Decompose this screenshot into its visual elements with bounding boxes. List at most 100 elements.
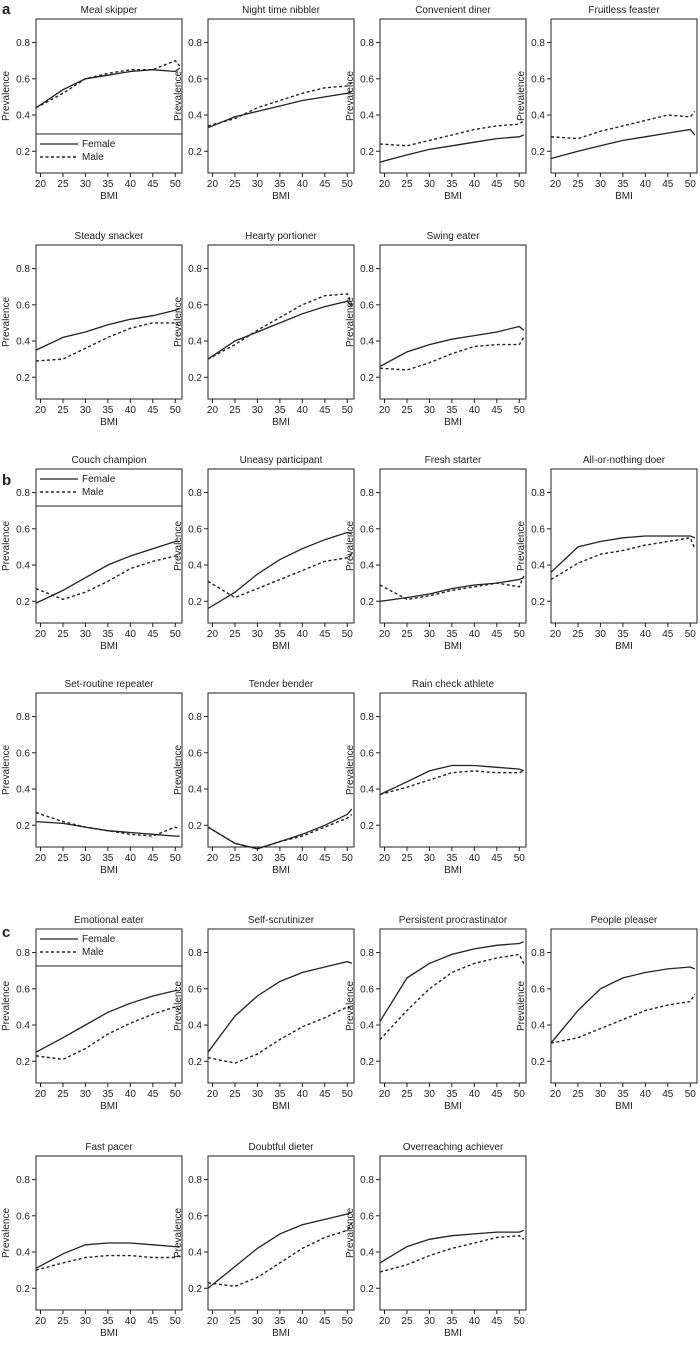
x-axis-label: BMI [100,1101,118,1112]
plot-frame [550,18,698,174]
y-tick-label: 0.6 [188,984,202,995]
y-tick-label: 0.2 [188,821,202,832]
x-tick-label: 50 [514,629,526,640]
x-tick-label: 45 [319,405,331,416]
y-tick-label: 0.4 [188,111,202,122]
legend: Female Male [36,474,182,507]
y-tick-label: 0.8 [16,488,30,499]
y-axis-label: Prevalence [1,981,12,1031]
x-tick-label: 40 [640,179,652,190]
x-tick-label: 20 [207,1316,219,1327]
x-tick-label: 35 [274,405,286,416]
x-axis-label: BMI [444,1101,462,1112]
y-tick-label: 0.6 [531,524,545,535]
series-line-female [379,134,525,163]
y-tick-label: 0.8 [188,948,202,959]
series-line-male [550,110,696,140]
panel-night-time-nibbler: Night time nibbler 0.2 0.4 0.6 0.8 20 25 30 35 40… [173,5,355,202]
y-tick-label: 0.6 [360,74,374,85]
x-tick-label: 50 [342,1089,354,1100]
x-tick-label: 30 [80,1089,92,1100]
series-line-male [207,293,353,360]
x-tick-label: 35 [617,1089,629,1100]
plot-frame [379,468,527,624]
x-tick-label: 25 [401,1089,413,1100]
x-tick-label: 25 [57,1089,69,1100]
series-line-female [35,307,181,351]
x-tick-label: 35 [102,1089,114,1100]
panel-tender-bender: Tender bender 0.2 0.4 0.6 0.8 20 25 30 35 40 45 50 B… [173,679,355,876]
x-tick-label: 30 [424,405,436,416]
series-line-female [379,577,525,602]
y-tick-label: 0.6 [16,74,30,85]
x-tick-label: 40 [297,179,309,190]
section-label-b: b [2,472,11,489]
x-tick-label: 25 [401,405,413,416]
panel-title: Steady snacker [75,231,145,242]
series-line-male [35,1006,181,1061]
y-tick-label: 0.2 [360,147,374,158]
x-axis-label: BMI [272,1328,290,1339]
x-tick-label: 40 [125,179,137,190]
x-tick-label: 30 [252,1089,264,1100]
panel-title: Fruitless feaster [588,5,660,16]
plot-frame [379,18,527,174]
y-tick-label: 0.2 [188,373,202,384]
panel-fresh-starter: Fresh starter 0.2 0.4 0.6 0.8 20 25 30 35 40 45 50 B… [345,455,527,652]
x-tick-label: 35 [446,1089,458,1100]
series-line-female [550,535,696,573]
x-tick-label: 30 [424,1089,436,1100]
panel-rain-check-athlete: Rain check athlete 0.2 0.4 0.6 0.8 20 25 30 35 40… [345,679,527,876]
y-tick-label: 0.4 [360,1021,374,1032]
y-tick-label: 0.8 [360,488,374,499]
y-tick-label: 0.2 [188,597,202,608]
y-tick-label: 0.8 [531,488,545,499]
y-axis-label: Prevalence [345,745,356,795]
y-tick-label: 0.2 [531,597,545,608]
panel-title: Meal skipper [81,5,138,16]
x-tick-label: 25 [229,179,241,190]
legend-label-male: Male [82,947,104,958]
x-tick-label: 20 [379,629,391,640]
x-tick-label: 25 [229,405,241,416]
x-tick-label: 20 [35,1316,47,1327]
x-tick-label: 40 [297,853,309,864]
x-tick-label: 30 [252,1316,264,1327]
y-tick-label: 0.2 [188,1057,202,1068]
x-tick-label: 20 [207,1089,219,1100]
y-tick-label: 0.4 [360,1248,374,1259]
legend: Female Male [36,133,182,163]
x-tick-label: 30 [252,179,264,190]
series-line-male [207,813,353,850]
panel-title: People pleaser [591,915,658,926]
x-tick-label: 25 [572,1089,584,1100]
panel-title: Self-scrutinizer [248,915,315,926]
x-axis-label: BMI [272,865,290,876]
y-axis-label: Prevalence [173,745,184,795]
x-tick-label: 50 [170,629,182,640]
x-axis-label: BMI [615,1101,633,1112]
x-tick-label: 30 [595,1089,607,1100]
x-axis-label: BMI [272,641,290,652]
y-tick-label: 0.8 [360,948,374,959]
y-tick-label: 0.2 [531,1057,545,1068]
x-axis-label: BMI [444,1328,462,1339]
x-tick-label: 40 [469,179,481,190]
x-tick-label: 35 [102,179,114,190]
x-tick-label: 50 [514,405,526,416]
plot-frame [207,692,355,848]
y-tick-label: 0.4 [188,785,202,796]
panel-uneasy-participant: Uneasy participant 0.2 0.4 0.6 0.8 20 25 30 35 40… [173,455,355,652]
panel-people-pleaser: People pleaser 0.2 0.4 0.6 0.8 20 25 30 35 40 45 50… [516,915,698,1112]
y-tick-label: 0.8 [360,712,374,723]
x-tick-label: 25 [57,179,69,190]
x-tick-label: 30 [252,405,264,416]
x-tick-label: 45 [147,629,159,640]
series-line-male [379,770,525,796]
x-tick-label: 30 [80,629,92,640]
x-tick-label: 40 [125,1089,137,1100]
plot-frame [207,1155,355,1311]
panel-title: Convenient diner [415,5,491,16]
y-axis-label: Prevalence [1,745,12,795]
x-tick-label: 20 [379,1089,391,1100]
